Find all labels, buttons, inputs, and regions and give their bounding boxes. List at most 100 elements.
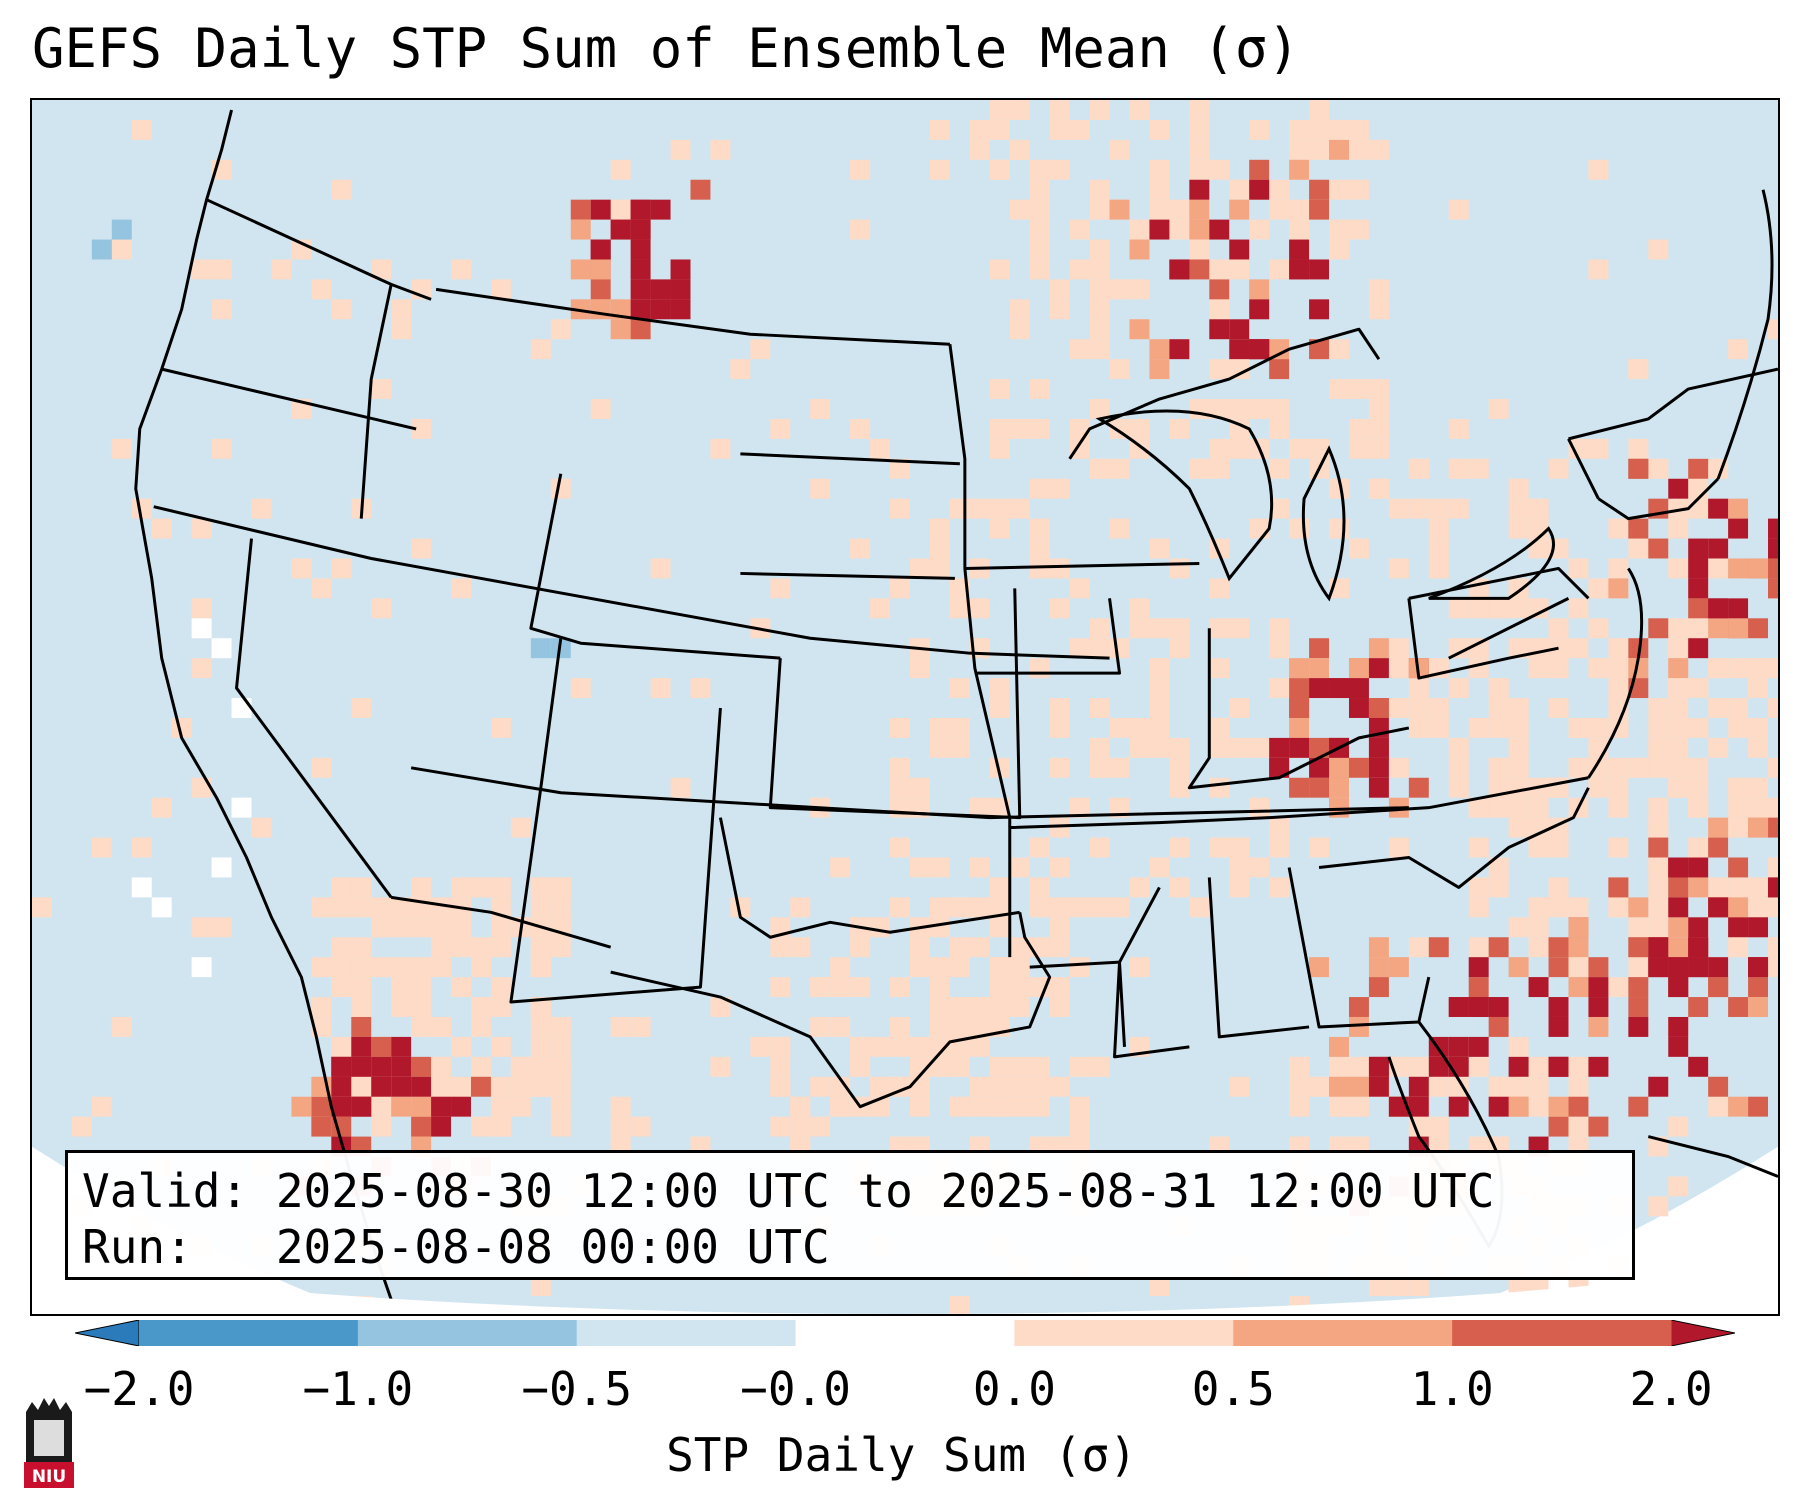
stp-cell xyxy=(1249,279,1270,300)
stp-cell xyxy=(1348,678,1369,699)
stp-cell xyxy=(1368,438,1389,459)
stp-cell xyxy=(1688,857,1709,878)
stp-cell xyxy=(1209,717,1230,738)
stp-cell xyxy=(1069,219,1090,240)
stp-cell xyxy=(989,159,1010,180)
stp-cell xyxy=(1608,977,1629,998)
stp-cell xyxy=(1069,1116,1090,1137)
stp-cell xyxy=(989,897,1010,918)
stp-cell xyxy=(550,877,571,898)
stp-cell xyxy=(1588,717,1609,738)
stp-cell xyxy=(1089,1056,1110,1077)
stp-cell xyxy=(1089,698,1110,718)
stp-cell xyxy=(1229,618,1250,639)
stp-cell xyxy=(630,319,651,340)
stp-cell xyxy=(1448,737,1469,758)
stp-cell xyxy=(830,857,851,878)
stp-cell xyxy=(1009,139,1030,160)
stp-cell xyxy=(1488,399,1509,419)
stp-cell xyxy=(1069,957,1090,978)
stp-cell xyxy=(1528,638,1549,659)
stp-cell xyxy=(1209,319,1230,340)
stp-cell xyxy=(1688,618,1709,639)
stp-cell xyxy=(351,997,372,1017)
stp-cell xyxy=(1269,638,1290,659)
stp-cell xyxy=(211,638,232,659)
stp-cell xyxy=(850,538,871,559)
stp-cell xyxy=(1348,1096,1369,1117)
stp-cell xyxy=(1728,339,1749,360)
stp-cell xyxy=(1668,737,1689,758)
stp-cell xyxy=(1348,538,1369,559)
stp-cell xyxy=(111,219,132,240)
stp-cell xyxy=(929,917,950,938)
stp-cell xyxy=(1468,997,1489,1017)
stp-cell xyxy=(1169,877,1190,898)
stp-cell xyxy=(1029,219,1050,240)
stp-cell xyxy=(1568,917,1589,938)
stp-cell xyxy=(1588,997,1609,1017)
stp-cell xyxy=(1608,558,1629,579)
stp-cell xyxy=(1229,737,1250,758)
stp-cell xyxy=(1568,1116,1589,1137)
stp-cell xyxy=(1189,179,1210,200)
stp-cell xyxy=(1089,339,1110,360)
stp-cell xyxy=(391,917,412,938)
stp-cell xyxy=(1708,618,1729,639)
stp-cell xyxy=(1069,797,1090,818)
stp-cell xyxy=(1668,717,1689,738)
stp-cell xyxy=(570,678,591,699)
stp-cell xyxy=(1049,897,1070,918)
stp-cell xyxy=(949,737,970,758)
stp-cell xyxy=(830,1076,851,1097)
stp-cell xyxy=(1329,339,1349,360)
stp-cell xyxy=(1528,797,1549,818)
stp-cell xyxy=(1468,957,1489,978)
stp-cell xyxy=(451,917,471,938)
stp-cell xyxy=(1708,737,1729,758)
stp-cell xyxy=(1628,518,1649,539)
stp-cell xyxy=(1289,737,1310,758)
stp-cell xyxy=(1149,678,1170,699)
stp-cell xyxy=(91,1096,112,1117)
stp-cell xyxy=(91,239,112,260)
stp-cell xyxy=(1488,717,1509,738)
stp-cell xyxy=(1608,757,1629,778)
stp-cell xyxy=(431,1116,452,1137)
stp-cell xyxy=(1069,1096,1090,1117)
stp-cell xyxy=(890,977,910,998)
stp-cell xyxy=(610,159,631,180)
stp-cell xyxy=(1209,458,1230,479)
stp-cell xyxy=(570,219,591,240)
stp-cell xyxy=(1708,817,1729,838)
stp-cell xyxy=(790,937,811,958)
stp-cell xyxy=(1109,717,1130,738)
stp-cell xyxy=(1728,1096,1749,1117)
stp-cell xyxy=(1628,977,1649,998)
stp-cell xyxy=(1628,458,1649,479)
stp-cell xyxy=(1329,1076,1349,1097)
stp-cell xyxy=(670,279,691,300)
stp-cell xyxy=(1528,538,1549,559)
stp-cell xyxy=(1169,418,1190,439)
stp-cell xyxy=(1009,319,1030,340)
stp-cell xyxy=(1628,359,1649,380)
stp-cell xyxy=(1768,957,1778,978)
stp-cell xyxy=(969,1016,990,1037)
stp-cell xyxy=(1548,937,1569,958)
stp-cell xyxy=(1229,199,1250,220)
stp-cell xyxy=(1309,678,1330,699)
stp-cell xyxy=(1568,1056,1589,1077)
stp-cell xyxy=(890,498,910,519)
stp-cell xyxy=(1368,698,1389,718)
stp-cell xyxy=(530,1056,551,1077)
stp-cell xyxy=(1528,658,1549,679)
stp-cell xyxy=(1588,977,1609,998)
stp-cell xyxy=(191,518,212,539)
stp-cell xyxy=(1309,299,1330,320)
stp-cell xyxy=(1348,219,1369,240)
stp-cell xyxy=(1548,997,1569,1017)
stp-cell xyxy=(590,239,611,260)
stp-cell xyxy=(1049,598,1070,619)
stp-cell xyxy=(191,259,212,280)
